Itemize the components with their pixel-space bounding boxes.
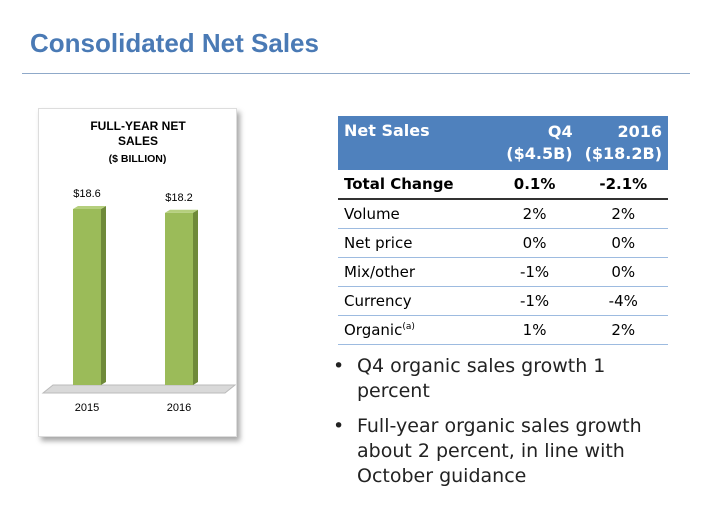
row-label: Volume [338, 199, 491, 229]
row-label: Organic(a) [338, 315, 491, 345]
sales-table: Net Sales Q4 ($4.5B) 2016 ($18.2B) Total Ch… [338, 116, 668, 345]
row-label: Currency [338, 286, 491, 316]
table-body: Total Change 0.1% -2.1% Volume 2% 2% Net price… [338, 170, 668, 345]
bar-top [73, 206, 106, 209]
table-row: Mix/other -1% 0% [338, 257, 668, 287]
column-header: 2016 ($18.2B) [578, 116, 668, 170]
row-label-text: Net price [344, 234, 413, 252]
column-header: Q4 ($4.5B) [490, 116, 579, 170]
table-row: Currency -1% -4% [338, 286, 668, 316]
cell-value: -2.1% [578, 170, 668, 200]
data-label: $18.6 [73, 188, 101, 200]
table-row: Organic(a) 1% 2% [338, 315, 668, 345]
bar [165, 212, 193, 385]
slide-title: Consolidated Net Sales [30, 28, 319, 58]
bullet-item: • Full-year organic sales growth about 2 … [333, 414, 653, 489]
floor [41, 384, 236, 394]
bar-top [165, 209, 198, 213]
cell-value: 2% [578, 199, 668, 229]
row-label-text: Currency [344, 292, 412, 310]
title-rule [22, 73, 690, 74]
table-row: Total Change 0.1% -2.1% [338, 170, 668, 200]
bullet-text: Full-year organic sales growth about 2 p… [357, 415, 642, 487]
bar-side [101, 206, 106, 385]
chart: $18.6 2015 $18.2 2016 [41, 188, 236, 414]
row-label: Total Change [338, 170, 491, 200]
row-label: Mix/other [338, 257, 491, 287]
cell-value: -4% [578, 286, 668, 316]
chart-subtitle: ($ BILLION) [108, 153, 167, 165]
cell-value: 1% [490, 315, 579, 345]
bar [73, 209, 101, 385]
bullet-item: • Q4 organic sales growth 1 percent [333, 354, 653, 404]
footnote-mark: (a) [402, 322, 415, 332]
bullet-dot: • [333, 415, 345, 437]
bullet-text: Q4 organic sales growth 1 percent [357, 355, 606, 402]
chart-title: FULL-YEAR NET SALES [90, 119, 186, 148]
x-tick-label: 2016 [167, 402, 191, 414]
cell-value: 0% [578, 257, 668, 287]
table-row: Volume 2% 2% [338, 199, 668, 229]
data-label: $18.2 [165, 192, 193, 204]
x-tick-label: 2015 [75, 402, 99, 414]
row-label-text: Total Change [344, 175, 454, 193]
header-row: Net Sales Q4 ($4.5B) 2016 ($18.2B) [338, 116, 668, 170]
row-label-text: Mix/other [344, 263, 416, 281]
bullet-dot: • [333, 355, 345, 377]
column-header: Net Sales [338, 116, 491, 170]
bar-side [193, 209, 198, 385]
cell-value: 2% [490, 199, 579, 229]
cell-value: 0% [490, 228, 579, 258]
chart-panel: FULL-YEAR NET SALES ($ BILLION) $18.6 201… [38, 108, 237, 437]
cell-value: -1% [490, 257, 579, 287]
table-row: Net price 0% 0% [338, 228, 668, 258]
bullet-list: • Q4 organic sales growth 1 percent • Full-… [333, 354, 653, 499]
row-label: Net price [338, 228, 491, 258]
cell-value: 2% [578, 315, 668, 345]
row-label-text: Organic [344, 321, 403, 339]
cell-value: 0% [578, 228, 668, 258]
row-label-text: Volume [344, 205, 400, 223]
cell-value: 0.1% [490, 170, 579, 200]
cell-value: -1% [490, 286, 579, 316]
